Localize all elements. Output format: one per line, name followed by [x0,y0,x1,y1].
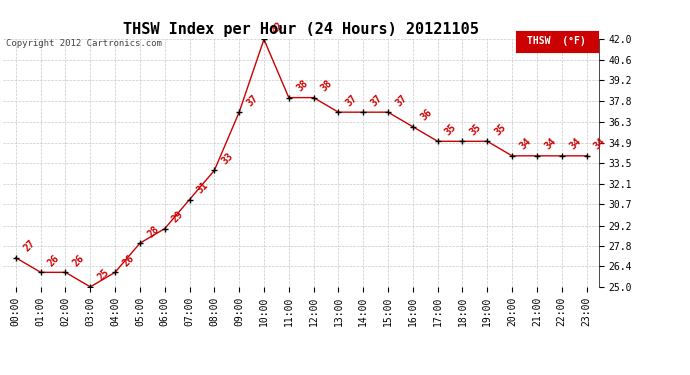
Text: 38: 38 [295,78,310,93]
Text: 37: 37 [344,93,359,108]
Text: 25: 25 [96,267,111,283]
Text: 34: 34 [542,136,558,152]
Title: THSW Index per Hour (24 Hours) 20121105: THSW Index per Hour (24 Hours) 20121105 [124,22,479,37]
Text: 37: 37 [245,93,260,108]
Text: 34: 34 [518,136,533,152]
Text: 35: 35 [443,122,459,137]
Text: 37: 37 [368,93,384,108]
Text: 29: 29 [170,209,186,225]
Text: THSW  (°F): THSW (°F) [527,36,586,46]
Text: 34: 34 [592,136,607,152]
Text: 36: 36 [418,107,434,123]
Text: 27: 27 [21,238,37,254]
Text: 42: 42 [270,20,285,35]
Text: 26: 26 [71,253,86,268]
Text: 35: 35 [493,122,509,137]
Text: 31: 31 [195,180,210,195]
Text: 26: 26 [121,253,136,268]
Text: 35: 35 [468,122,484,137]
Text: 34: 34 [567,136,582,152]
Text: 33: 33 [220,151,235,166]
Text: 37: 37 [393,93,409,108]
Text: Copyright 2012 Cartronics.com: Copyright 2012 Cartronics.com [6,39,161,48]
Text: 26: 26 [46,253,61,268]
Text: 28: 28 [146,224,161,239]
Text: 38: 38 [319,78,335,93]
